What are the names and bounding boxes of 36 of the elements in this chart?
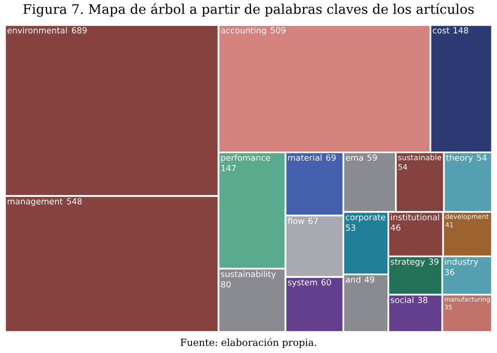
- category-label: perfomance: [221, 154, 270, 162]
- data-label: 38: [418, 296, 428, 304]
- source-note: Fuente: elaboración propia.: [180, 338, 316, 348]
- category-label: system: [288, 279, 317, 288]
- data-label: 59: [367, 154, 377, 161]
- data-label: 67: [308, 218, 318, 224]
- data-label: 39: [429, 258, 438, 265]
- data-label: 36: [444, 268, 454, 276]
- category-label: industry: [445, 258, 478, 266]
- data-label: 69: [326, 154, 336, 161]
- data-label: 49: [364, 276, 374, 283]
- category-label: environmental: [7, 27, 67, 34]
- category-label: material: [288, 154, 322, 161]
- category-label: corporate: [346, 214, 386, 222]
- category-label: social: [390, 296, 414, 304]
- data-label: 148: [454, 27, 468, 34]
- category-label: accounting: [221, 27, 266, 36]
- text: Figura 7. Mapa de árbol a partir de palabras claves de los artículos: [23, 3, 474, 17]
- data-label: 548: [67, 198, 82, 204]
- category-label: ema: [346, 156, 363, 161]
- data-label: 60: [321, 279, 331, 286]
- category-label: cost: [432, 27, 450, 34]
- data-label: 80: [221, 281, 231, 288]
- category-label: theory: [446, 154, 473, 162]
- data-label: 689: [72, 27, 87, 34]
- category-label: management: [8, 198, 63, 206]
- category-label: institutional: [391, 214, 439, 220]
- data-label: 46: [390, 224, 400, 231]
- data-label: 54: [477, 154, 487, 161]
- data-label: 509: [270, 27, 286, 34]
- category-label: and: [346, 276, 360, 283]
- category-label: flow: [288, 218, 304, 224]
- data-label: 53: [346, 224, 356, 231]
- category-label: strategy: [390, 258, 425, 266]
- category-label: sustainability: [221, 270, 276, 279]
- data-label: 147: [221, 165, 236, 172]
